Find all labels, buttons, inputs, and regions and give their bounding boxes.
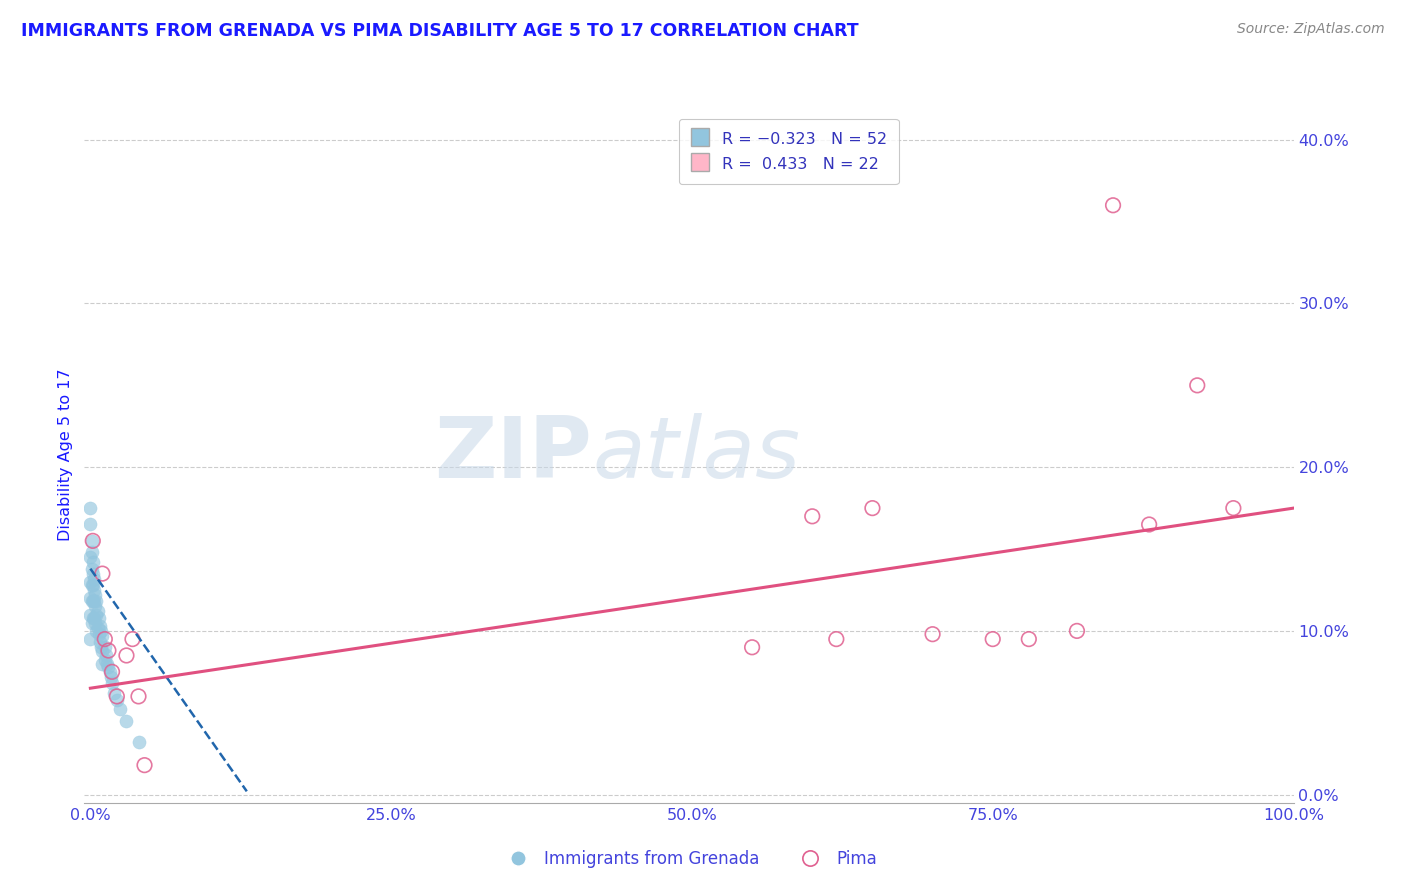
Point: [86, 607, 108, 622]
Point: [83, 572, 105, 586]
Point: [94, 648, 117, 663]
Point: [79, 591, 101, 606]
Point: [100, 670, 122, 684]
Text: Source: ZipAtlas.com: Source: ZipAtlas.com: [1237, 22, 1385, 37]
Point: [91, 643, 114, 657]
Point: [83, 594, 105, 608]
Point: [90, 640, 112, 655]
Point: [741, 640, 763, 655]
Point: [97, 643, 120, 657]
Point: [82, 555, 104, 569]
Point: [84, 615, 107, 630]
Point: [134, 758, 156, 772]
Point: [91, 629, 114, 643]
Point: [84, 599, 107, 614]
Point: [1222, 501, 1244, 516]
Point: [105, 690, 128, 704]
Point: [801, 509, 824, 524]
Point: [128, 690, 150, 704]
Point: [1066, 624, 1088, 638]
Point: [82, 533, 104, 548]
Point: [825, 632, 848, 646]
Point: [82, 594, 104, 608]
Point: [79, 550, 101, 565]
Point: [94, 632, 117, 646]
Point: [101, 665, 124, 679]
Point: [115, 714, 138, 728]
Point: [83, 611, 105, 625]
Point: [110, 702, 132, 716]
Text: atlas: atlas: [592, 413, 800, 497]
Point: [84, 588, 107, 602]
Point: [79, 574, 101, 589]
Point: [860, 501, 883, 516]
Point: [1018, 632, 1040, 646]
Point: [79, 607, 101, 622]
Point: [86, 624, 108, 638]
Point: [94, 640, 117, 655]
Point: [94, 653, 117, 667]
Point: [981, 632, 1004, 646]
Point: [89, 635, 111, 649]
Point: [86, 604, 108, 618]
Point: [98, 665, 121, 679]
Point: [1187, 378, 1209, 392]
Point: [105, 692, 128, 706]
Point: [97, 660, 120, 674]
Legend: Immigrants from Grenada, Pima: Immigrants from Grenada, Pima: [495, 843, 883, 874]
Point: [103, 686, 125, 700]
Point: [79, 501, 101, 516]
Point: [80, 594, 103, 608]
Point: [79, 632, 101, 646]
Text: IMMIGRANTS FROM GRENADA VS PIMA DISABILITY AGE 5 TO 17 CORRELATION CHART: IMMIGRANTS FROM GRENADA VS PIMA DISABILI…: [21, 22, 859, 40]
Point: [121, 632, 143, 646]
Point: [96, 657, 118, 671]
Point: [87, 627, 110, 641]
Point: [80, 615, 103, 630]
Point: [80, 533, 103, 548]
Point: [115, 648, 138, 663]
Point: [79, 517, 101, 532]
Point: [921, 627, 943, 641]
Point: [90, 624, 112, 638]
Point: [82, 566, 104, 581]
Point: [91, 657, 114, 671]
Point: [86, 621, 108, 635]
Point: [80, 578, 103, 592]
Point: [80, 562, 103, 576]
Point: [87, 611, 110, 625]
Point: [86, 594, 108, 608]
Point: [1102, 198, 1125, 212]
Point: [82, 611, 104, 625]
Point: [89, 619, 111, 633]
Point: [91, 566, 114, 581]
Point: [83, 582, 105, 597]
Point: [80, 545, 103, 559]
Y-axis label: Disability Age 5 to 17: Disability Age 5 to 17: [58, 368, 73, 541]
Point: [1137, 517, 1160, 532]
Point: [82, 578, 104, 592]
Text: ZIP: ZIP: [434, 413, 592, 497]
Point: [128, 735, 150, 749]
Point: [101, 676, 124, 690]
